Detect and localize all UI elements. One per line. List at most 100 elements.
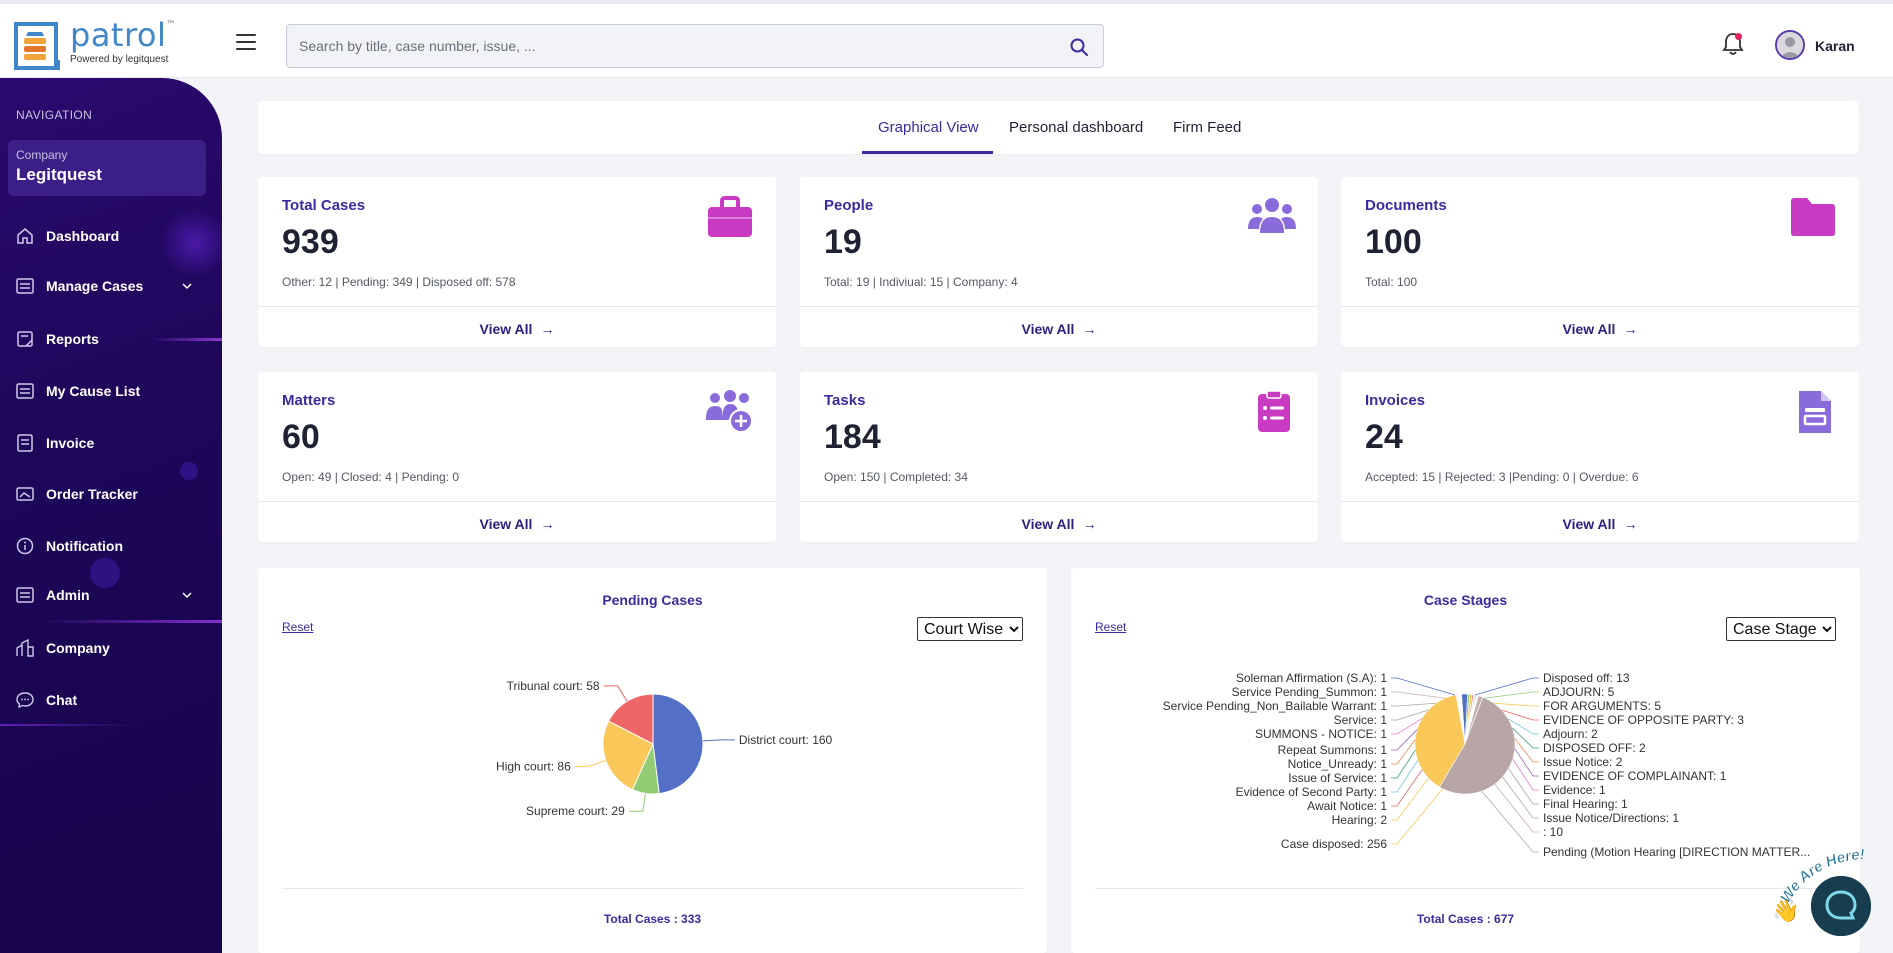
stat-title: Tasks bbox=[824, 392, 866, 409]
pie-label-line bbox=[1484, 691, 1539, 699]
user-avatar[interactable] bbox=[1775, 30, 1805, 60]
sidebar: NAVIGATION Company Legitquest Dashboard … bbox=[0, 78, 222, 953]
search-icon[interactable] bbox=[1069, 37, 1089, 57]
case-stage-select[interactable]: Case Stage bbox=[1726, 617, 1836, 641]
pie-label: Adjourn: 2 bbox=[1543, 727, 1598, 741]
pie-label-line bbox=[1512, 758, 1539, 791]
sidebar-item-invoice[interactable]: Invoice bbox=[16, 432, 206, 456]
view-all-link[interactable]: View All → bbox=[479, 516, 555, 532]
sidebar-decoration bbox=[150, 338, 222, 341]
pie-label: Final Hearing: 1 bbox=[1543, 797, 1628, 811]
tab-graphical-view[interactable]: Graphical View bbox=[878, 119, 979, 136]
pie-label-line bbox=[1391, 677, 1456, 696]
user-name[interactable]: Karan bbox=[1815, 38, 1855, 54]
search-input[interactable] bbox=[287, 25, 1047, 67]
reset-link[interactable]: Reset bbox=[1095, 620, 1127, 634]
pie-label-line bbox=[628, 793, 646, 812]
matters-icon bbox=[706, 390, 753, 433]
pie-label: High court: 86 bbox=[496, 759, 571, 773]
pie-label-line bbox=[1391, 739, 1416, 765]
card-divider bbox=[1341, 501, 1859, 502]
pie-label: EVIDENCE OF COMPLAINANT: 1 bbox=[1543, 769, 1727, 783]
company-switcher[interactable]: Company Legitquest bbox=[8, 140, 206, 196]
card-divider bbox=[1341, 306, 1859, 307]
folder-icon bbox=[1791, 198, 1835, 236]
view-all-link[interactable]: View All → bbox=[1021, 321, 1097, 337]
stat-breakdown: Open: 49 | Closed: 4 | Pending: 0 bbox=[282, 470, 460, 484]
stat-title: Matters bbox=[282, 392, 336, 409]
menu-toggle-icon[interactable] bbox=[236, 34, 256, 50]
invoice-icon bbox=[17, 434, 33, 452]
view-all-link[interactable]: View All → bbox=[479, 321, 555, 337]
pie-label-line bbox=[574, 759, 606, 767]
pie-label-line bbox=[1474, 677, 1539, 696]
pie-label: EVIDENCE OF OPPOSITE PARTY: 3 bbox=[1543, 713, 1744, 727]
chart-total: Total Cases : 333 bbox=[603, 912, 702, 926]
chart-title: Pending Cases bbox=[602, 592, 703, 608]
view-all-link[interactable]: View All → bbox=[1562, 321, 1638, 337]
view-tabs: Graphical View Personal dashboard Firm F… bbox=[258, 101, 1859, 154]
sidebar-item-my-cause-list[interactable]: My Cause List bbox=[16, 380, 206, 404]
app-logo[interactable]: patrol™ Powered by legitquest bbox=[14, 14, 184, 74]
pie-label: Hearing: 2 bbox=[1332, 813, 1388, 827]
pie-slice[interactable] bbox=[1439, 696, 1516, 795]
pie-label-line bbox=[1512, 727, 1539, 749]
sidebar-decoration bbox=[0, 724, 140, 726]
reset-link[interactable]: Reset bbox=[282, 620, 314, 634]
pie-label: Notice_Unready: 1 bbox=[1288, 757, 1388, 771]
report-icon bbox=[17, 331, 33, 347]
notification-bell-icon[interactable] bbox=[1722, 32, 1744, 56]
stat-value: 100 bbox=[1365, 223, 1422, 261]
pie-label: ADJOURN: 5 bbox=[1543, 685, 1615, 699]
sidebar-item-label: Notification bbox=[46, 538, 123, 554]
pie-label: Issue of Service: 1 bbox=[1288, 771, 1387, 785]
sidebar-item-manage-cases[interactable]: Manage Cases bbox=[16, 275, 206, 299]
stat-value: 184 bbox=[824, 418, 881, 456]
logo-wordmark: patrol™ bbox=[70, 16, 176, 54]
stat-title: Invoices bbox=[1365, 392, 1426, 409]
stat-title: People bbox=[824, 197, 874, 214]
company-label: Company bbox=[16, 148, 68, 162]
people-icon bbox=[1248, 198, 1296, 233]
tracker-icon bbox=[16, 487, 34, 501]
pie-label-line bbox=[1391, 760, 1419, 793]
sidebar-item-dashboard[interactable]: Dashboard bbox=[16, 225, 206, 249]
stat-title: Documents bbox=[1365, 197, 1447, 214]
pie-slice[interactable] bbox=[1414, 694, 1466, 788]
sidebar-decoration bbox=[160, 208, 222, 278]
chat-widget-button[interactable] bbox=[1811, 876, 1871, 936]
home-icon bbox=[17, 228, 33, 244]
sidebar-item-reports[interactable]: Reports bbox=[16, 328, 206, 352]
pie-label-line bbox=[1391, 749, 1416, 779]
pie-label: Disposed off: 13 bbox=[1543, 671, 1630, 685]
tab-firm-feed[interactable]: Firm Feed bbox=[1173, 119, 1242, 136]
sidebar-item-label: Manage Cases bbox=[46, 278, 144, 294]
logo-mark-icon bbox=[14, 22, 60, 70]
pie-label-line bbox=[1391, 777, 1429, 821]
tab-personal-dashboard[interactable]: Personal dashboard bbox=[1009, 119, 1144, 136]
view-all-link[interactable]: View All → bbox=[1562, 516, 1638, 532]
court-wise-select[interactable]: Court Wise bbox=[917, 617, 1023, 641]
pie-label: Service Pending_Summon: 1 bbox=[1232, 685, 1388, 699]
company-name: Legitquest bbox=[16, 165, 102, 184]
pie-label: Service Pending_Non_Bailable Warrant: 1 bbox=[1163, 699, 1388, 713]
pie-slice[interactable] bbox=[602, 720, 654, 791]
pie-label-line bbox=[1493, 702, 1539, 707]
pie-slice[interactable] bbox=[1460, 693, 1466, 745]
sidebar-item-notification[interactable]: Notification bbox=[16, 535, 206, 559]
sidebar-item-company[interactable]: Company bbox=[16, 637, 206, 661]
sidebar-item-chat[interactable]: Chat bbox=[16, 689, 206, 713]
pie-label: District court: 160 bbox=[739, 733, 833, 747]
sidebar-item-order-tracker[interactable]: Order Tracker bbox=[16, 483, 206, 507]
sidebar-item-label: Admin bbox=[46, 587, 90, 603]
pie-label-line bbox=[1494, 783, 1539, 833]
sidebar-item-admin[interactable]: Admin bbox=[16, 584, 206, 608]
view-all-link[interactable]: View All → bbox=[1021, 516, 1097, 532]
sidebar-item-label: Reports bbox=[46, 331, 99, 347]
pie-label: Case disposed: 256 bbox=[1281, 837, 1387, 851]
sidebar-item-label: Company bbox=[46, 640, 110, 656]
pie-label-line bbox=[702, 739, 735, 742]
pie-slice[interactable] bbox=[652, 693, 704, 795]
pie-label-line bbox=[1507, 718, 1539, 735]
